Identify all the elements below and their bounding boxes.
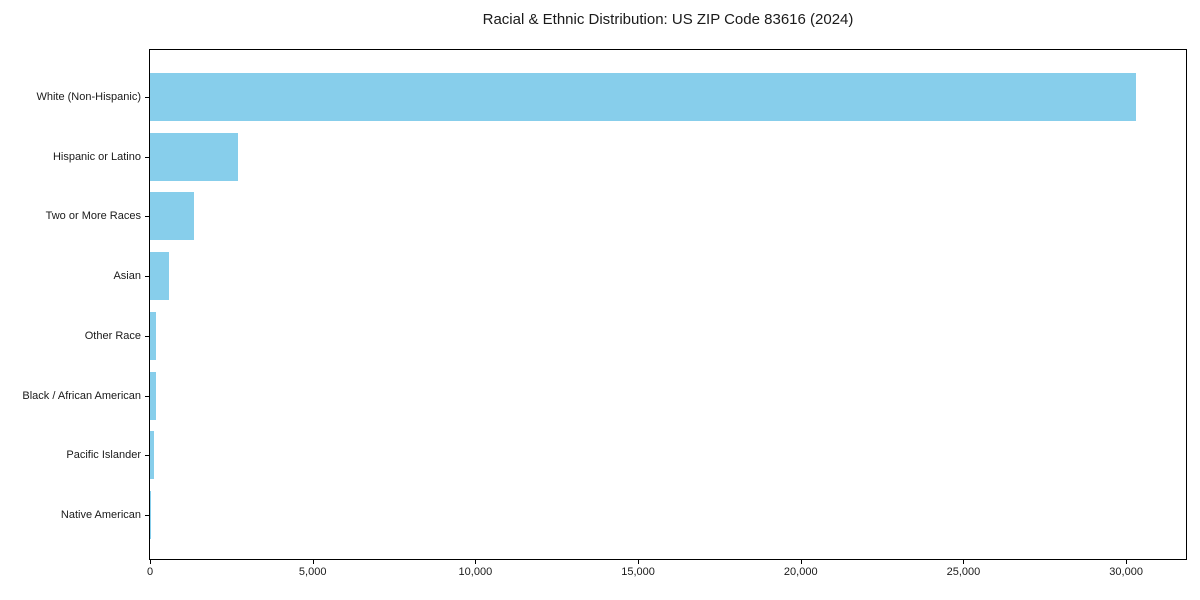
x-tick-label-15000: 15,000 — [621, 566, 655, 578]
y-tick-label-asian: Asian — [113, 270, 141, 283]
y-tick-mark — [145, 276, 149, 278]
y-tick-label-other-race: Other Race — [84, 329, 141, 342]
y-tick-label-white-non-hispanic: White (Non-Hispanic) — [36, 91, 141, 103]
x-tick-mark — [475, 560, 477, 564]
bar-two-or-more-races — [150, 192, 194, 241]
bar-white-non-hispanic — [150, 73, 1136, 121]
x-tick-label-5000: 5,000 — [298, 566, 327, 578]
plot-area — [149, 49, 1187, 560]
bar-asian — [150, 252, 169, 301]
y-tick-mark — [145, 395, 149, 397]
y-tick-label-black-african-american: Black / African American — [22, 389, 141, 402]
x-tick-label-0: 0 — [146, 566, 154, 578]
x-tick-mark — [150, 560, 151, 564]
x-tick-label-10000: 10,000 — [458, 566, 493, 578]
bar-pacific-islander — [150, 431, 154, 480]
x-tick-mark — [800, 560, 802, 564]
y-tick-mark — [145, 97, 149, 98]
x-tick-label-25000: 25,000 — [946, 566, 981, 578]
y-tick-label-two-or-more-races: Two or More Races — [45, 210, 141, 223]
y-tick-mark — [145, 514, 149, 516]
bar-hispanic-or-latino — [150, 132, 238, 181]
chart-title: Racial & Ethnic Distribution: US ZIP Cod… — [482, 11, 854, 28]
y-tick-mark — [145, 455, 149, 457]
y-tick-label-hispanic-or-latino: Hispanic or Latino — [52, 150, 141, 163]
x-tick-label-20000: 20,000 — [783, 566, 818, 578]
x-tick-label-30000: 30,000 — [1109, 566, 1143, 578]
y-tick-mark — [145, 216, 149, 218]
bar-black-african-american — [150, 371, 157, 420]
x-tick-mark — [963, 560, 965, 564]
y-tick-label-native-american: Native American — [60, 508, 141, 521]
y-tick-mark — [145, 156, 149, 158]
bar-other-race — [150, 311, 157, 360]
x-tick-mark — [312, 560, 314, 564]
y-tick-label-pacific-islander: Pacific Islander — [66, 449, 141, 462]
bar-native-american — [150, 490, 151, 539]
y-tick-mark — [145, 335, 149, 337]
x-tick-mark — [1126, 560, 1128, 564]
x-tick-mark — [638, 560, 640, 564]
